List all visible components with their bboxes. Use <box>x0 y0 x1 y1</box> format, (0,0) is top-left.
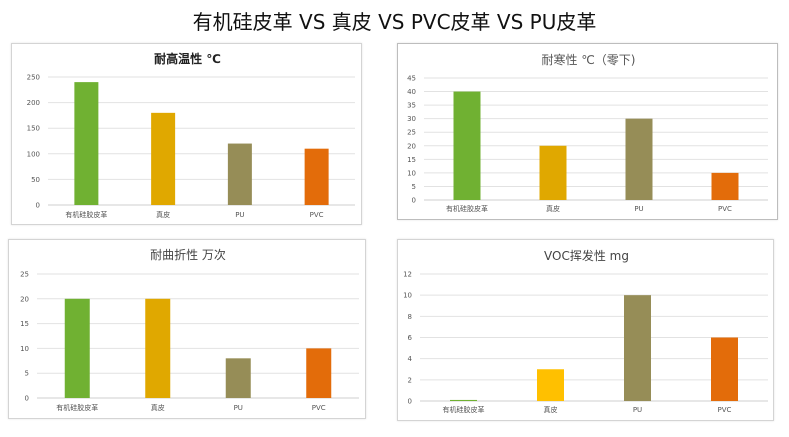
x-category-label: 有机硅胶皮革 <box>443 405 485 414</box>
x-category-label: PU <box>234 404 243 412</box>
x-category-label: 真皮 <box>546 204 560 213</box>
chart-flex-resistance: 耐曲折性 万次 0 5 10 15 20 25 有机硅胶皮革 真皮 PU PVC <box>20 247 359 412</box>
y-tick-label: 5 <box>412 183 416 191</box>
y-tick-label: 8 <box>408 313 412 321</box>
bar-high-temp-3 <box>304 148 329 205</box>
bar-flex-0 <box>64 298 90 398</box>
x-category-label: 真皮 <box>156 210 170 219</box>
y-tick-label: 20 <box>407 142 416 150</box>
bar-flex-2 <box>225 358 251 398</box>
x-category-label: PVC <box>312 404 326 412</box>
bar-cold-1 <box>539 145 567 200</box>
bar-cold-3 <box>711 172 739 200</box>
chart-panel-cold: 耐寒性 ℃（零下) 0 5 10 15 20 25 30 35 40 45 有机硅胶皮革 真皮 PU PVC <box>397 43 778 220</box>
y-tick-label: 30 <box>407 115 416 123</box>
chart-title-voc: VOC挥发性 mg <box>544 248 629 263</box>
y-tick-label: 15 <box>20 320 29 328</box>
y-tick-label: 100 <box>27 150 40 158</box>
bar-flex-1 <box>145 298 171 398</box>
x-category-label: 有机硅胶皮革 <box>65 210 107 219</box>
chart-title-flex: 耐曲折性 万次 <box>150 247 226 262</box>
x-category-label: PVC <box>718 205 732 213</box>
y-tick-label: 40 <box>407 88 416 96</box>
y-tick-label: 0 <box>25 395 29 403</box>
x-category-label: 有机硅胶皮革 <box>446 204 488 213</box>
y-tick-label: 45 <box>407 75 416 83</box>
y-tick-label: 6 <box>408 334 413 342</box>
x-category-label: 真皮 <box>544 405 558 414</box>
chart-cold-resistance: 耐寒性 ℃（零下) 0 5 10 15 20 25 30 35 40 45 有机硅胶皮革 真皮 PU PVC <box>407 52 768 213</box>
chart-title-cold: 耐寒性 ℃（零下) <box>542 52 636 67</box>
x-category-label: 真皮 <box>151 403 165 412</box>
y-tick-label: 5 <box>25 370 29 378</box>
bar-flex-3 <box>306 348 332 398</box>
y-tick-label: 50 <box>31 176 40 184</box>
y-tick-label: 12 <box>403 271 412 279</box>
bar-high-temp-0 <box>74 82 99 205</box>
y-tick-label: 10 <box>407 169 416 177</box>
bar-cold-2 <box>625 118 653 200</box>
bar-high-temp-2 <box>227 143 252 205</box>
chart-panel-high-temp: 耐高温性 ℃ 0 50 100 150 200 250 有机硅胶皮革 真皮 PU PVC <box>11 43 362 225</box>
y-tick-label: 10 <box>403 292 412 300</box>
bar-voc-3 <box>711 337 738 401</box>
y-tick-label: 10 <box>20 345 29 353</box>
x-category-label: PVC <box>310 211 324 219</box>
y-tick-label: 35 <box>407 102 416 110</box>
chart-panel-flex: 耐曲折性 万次 0 5 10 15 20 25 有机硅胶皮革 真皮 PU PVC <box>8 239 366 419</box>
chart-panel-voc: VOC挥发性 mg 0 2 4 6 8 10 12 有机硅胶皮革 真皮 PU PVC <box>397 239 774 421</box>
y-tick-label: 200 <box>27 99 40 107</box>
x-category-label: PVC <box>718 406 732 414</box>
y-tick-label: 250 <box>27 74 40 82</box>
chart-title-high-temp: 耐高温性 ℃ <box>154 51 221 66</box>
x-category-label: PU <box>633 406 642 414</box>
bar-voc-0 <box>450 399 477 401</box>
page-title: 有机硅皮革 VS 真皮 VS PVC皮革 VS PU皮革 <box>192 10 597 34</box>
bar-voc-1 <box>537 369 564 401</box>
y-tick-label: 0 <box>412 197 416 205</box>
y-tick-label: 25 <box>20 271 29 279</box>
chart-high-temp-resistance: 耐高温性 ℃ 0 50 100 150 200 250 有机硅胶皮革 真皮 PU PVC <box>27 51 355 219</box>
y-tick-label: 0 <box>408 398 412 406</box>
bar-high-temp-1 <box>151 112 176 205</box>
y-tick-label: 0 <box>36 202 40 210</box>
bar-voc-2 <box>624 295 651 401</box>
chart-voc-emission: VOC挥发性 mg 0 2 4 6 8 10 12 有机硅胶皮革 真皮 PU PVC <box>403 248 768 414</box>
x-category-label: PU <box>235 211 244 219</box>
x-category-label: PU <box>634 205 643 213</box>
x-category-label: 有机硅胶皮革 <box>56 403 98 412</box>
y-tick-label: 20 <box>20 295 29 303</box>
y-tick-label: 150 <box>27 125 40 133</box>
bar-cold-0 <box>453 91 481 200</box>
y-tick-label: 4 <box>408 355 413 363</box>
y-tick-label: 2 <box>408 376 412 384</box>
y-tick-label: 15 <box>407 156 416 164</box>
y-tick-label: 25 <box>407 129 416 137</box>
